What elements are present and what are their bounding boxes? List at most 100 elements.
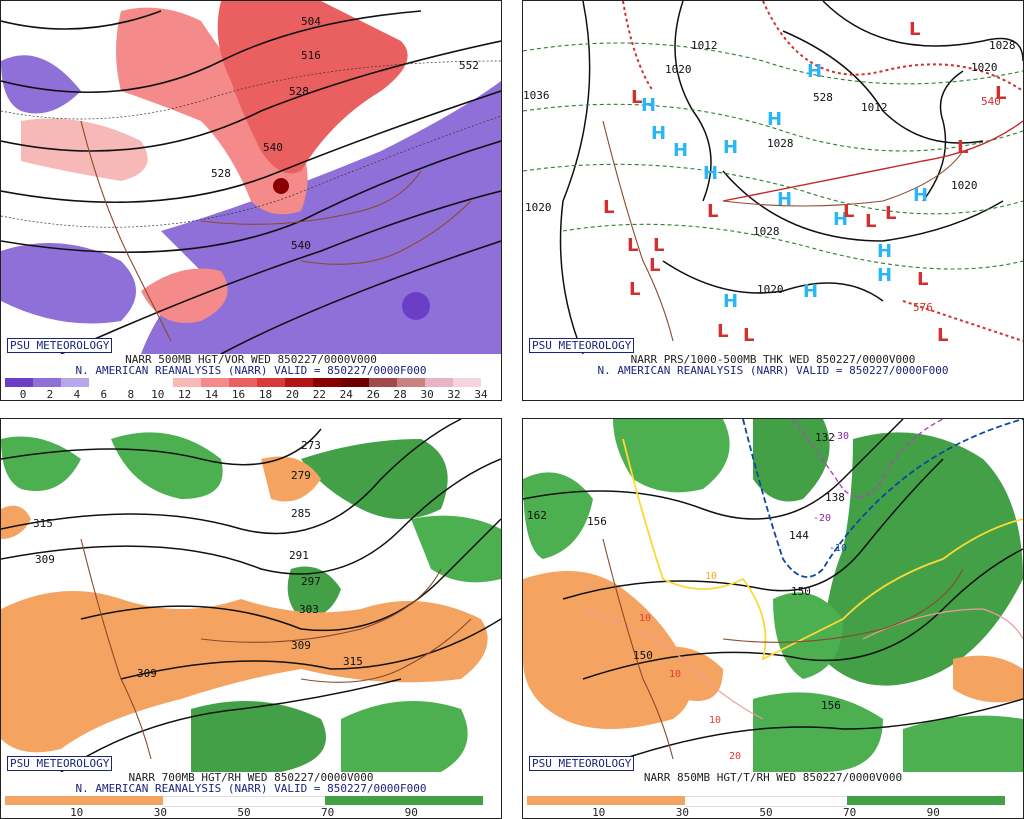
colorbar-swatch <box>33 378 61 387</box>
colorbar-tick: 28 <box>393 388 407 401</box>
colorbar-tick: 10 <box>70 806 84 819</box>
colorbar-swatch <box>341 378 369 387</box>
colorbar-tick: 30 <box>153 806 167 819</box>
colorbar-swatch <box>145 378 173 387</box>
high-pressure-marker: H <box>833 209 848 230</box>
colorbar-swatch <box>5 378 33 387</box>
colorbar-swatch <box>325 796 483 805</box>
vort-min <box>402 292 430 320</box>
rh-dry-region <box>1 505 31 539</box>
panel-pressure-thickness: H H H H H H H H H H H H H H L L L L L L … <box>522 0 1024 401</box>
map-caption: NARR 850MB HGT/T/RH WED 850227/0000V000 <box>643 771 903 784</box>
contour-label: 552 <box>459 59 479 72</box>
temperature-label: -10 <box>829 543 847 554</box>
low-pressure-marker: L <box>603 197 614 218</box>
panel-500mb-vorticity: 504 516 528 540 552 540 528 PSU METEOROL… <box>0 0 502 401</box>
rh-dry-region <box>653 646 723 701</box>
contour-label: 309 <box>291 639 311 652</box>
colorbar-tick: 6 <box>100 388 108 401</box>
low-pressure-marker: L <box>649 255 660 276</box>
colorbar-swatch <box>162 796 326 807</box>
colorbar-swatch <box>313 378 341 387</box>
contour-label: 285 <box>291 507 311 520</box>
contour-label: 576 <box>913 301 933 314</box>
colorbar-tick: 14 <box>204 388 219 401</box>
colorbar-tick: 12 <box>178 388 192 401</box>
contour-label: 1020 <box>665 63 692 76</box>
contour-label: 297 <box>301 575 321 588</box>
colorbar-tick: 2 <box>46 388 54 401</box>
colorbar-tick: 10 <box>151 388 165 401</box>
colorbar-tick: 20 <box>285 388 300 401</box>
contour-label: 540 <box>981 95 1001 108</box>
rh-region <box>111 432 223 499</box>
contour-label: 132 <box>815 431 835 444</box>
low-pressure-marker: L <box>631 87 642 108</box>
rh-region <box>301 439 448 519</box>
colorbar-swatch <box>229 378 257 387</box>
low-pressure-marker: L <box>843 201 854 222</box>
contour-label: 504 <box>301 15 321 28</box>
colorbar-tick: 50 <box>759 806 773 819</box>
temperature-label: 10 <box>705 571 717 582</box>
high-pressure-marker: H <box>913 185 928 206</box>
high-pressure-marker: H <box>651 123 666 144</box>
temperature-label: 10 <box>639 613 651 624</box>
low-pressure-marker: L <box>865 211 876 232</box>
colorbar-swatch <box>369 378 397 387</box>
colorbar-tick: 18 <box>258 388 273 401</box>
contour-label: 1020 <box>971 61 998 74</box>
contour-label: 1012 <box>861 101 888 114</box>
colorbar-swatch <box>257 378 285 387</box>
high-pressure-marker: H <box>877 265 892 286</box>
rh-region <box>613 419 730 493</box>
contour-label: 516 <box>301 49 321 62</box>
map-caption: NARR PRS/1000-500MB THK WED 850227/0000V… <box>630 353 916 366</box>
map-pressure: H H H H H H H H H H H H H H L L L L L L … <box>523 1 1023 354</box>
high-pressure-marker: H <box>877 241 892 262</box>
high-pressure-marker: H <box>641 95 656 116</box>
colorbar-swatch <box>684 796 848 807</box>
low-pressure-marker: L <box>653 235 664 256</box>
colorbar-ticks: 10 30 50 70 90 <box>523 806 1023 819</box>
colorbar-tick: 0 <box>19 388 27 401</box>
colorbar-tick: 8 <box>127 388 135 401</box>
contour-label: 528 <box>211 167 231 180</box>
low-pressure-marker: L <box>885 203 896 224</box>
contour-label: 309 <box>35 553 55 566</box>
contour-label: 273 <box>301 439 321 452</box>
source-badge: PSU METEOROLOGY <box>529 756 635 771</box>
contour-label: 1020 <box>525 201 552 214</box>
map-subcaption: N. AMERICAN REANALYSIS (NARR) VALID = 85… <box>597 364 949 377</box>
colorbar-swatch <box>425 378 453 387</box>
vort-region <box>116 7 308 215</box>
high-pressure-marker: H <box>777 189 792 210</box>
colorbar-ticks: 0 2 4 6 8 10 12 14 16 18 20 22 24 26 28 30 32 34 <box>1 388 501 401</box>
high-pressure-marker: H <box>767 109 782 130</box>
colorbar-tick: 32 <box>447 388 461 401</box>
colorbar-tick: 30 <box>675 806 689 819</box>
low-pressure-marker: L <box>957 137 968 158</box>
colorbar-tick: 50 <box>237 806 251 819</box>
rh-region <box>1 436 81 491</box>
temperature-label: 10 <box>669 669 681 680</box>
high-pressure-marker: H <box>723 291 738 312</box>
colorbar-swatch <box>173 378 201 387</box>
source-badge: PSU METEOROLOGY <box>529 338 635 353</box>
contour-label: 315 <box>33 517 53 530</box>
low-pressure-marker: L <box>995 83 1006 104</box>
map-700mb: 273 279 285 291 297 303 309 315 315 309 … <box>1 419 501 772</box>
colorbar-swatch <box>453 378 481 387</box>
rh-dry-region <box>523 571 691 729</box>
rh-region <box>823 432 1023 686</box>
source-badge: PSU METEOROLOGY <box>7 756 113 771</box>
contour-label: 1012 <box>691 39 718 52</box>
rh-region <box>341 701 468 772</box>
rh-dry-region <box>1 591 488 753</box>
colorbar-tick: 90 <box>926 806 940 819</box>
contour-label: 315 <box>343 655 363 668</box>
contour-label: 528 <box>813 91 833 104</box>
contour-label: 156 <box>587 515 607 528</box>
contour-label: 279 <box>291 469 311 482</box>
contour-label: 1036 <box>523 89 550 102</box>
